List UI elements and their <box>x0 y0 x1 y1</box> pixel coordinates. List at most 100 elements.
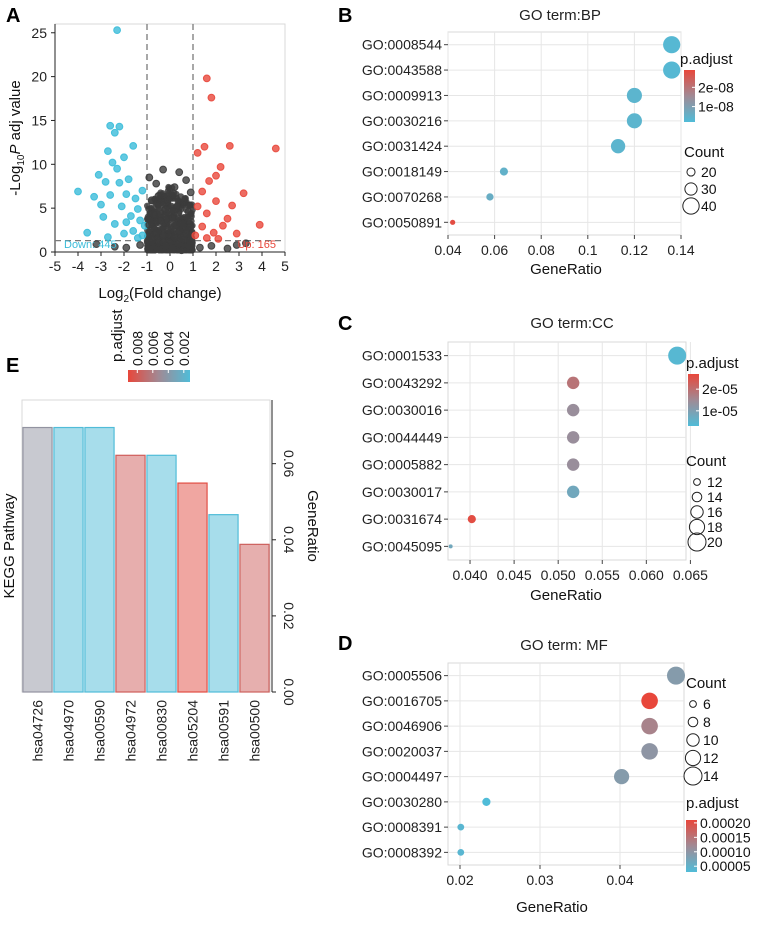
size-legend-circle <box>693 478 701 486</box>
size-legend-circle <box>686 733 700 747</box>
ns-point <box>110 242 119 251</box>
volcano-y-tick-label: 25 <box>31 25 47 41</box>
kegg-category-label: hsa00830 <box>154 700 170 762</box>
go-cc-color-legend-title: p.adjust <box>686 355 739 372</box>
volcano-y-tick-label: 20 <box>31 69 47 85</box>
enrichment-dot <box>667 666 685 685</box>
up-point <box>202 74 211 83</box>
size-legend-circle <box>690 505 704 519</box>
panel-label-a: A <box>6 5 20 27</box>
size-legend-label: 16 <box>707 504 723 520</box>
kegg-color-legend: p.adjust 0.008 0.006 0.004 0.002 <box>109 309 192 382</box>
ns-point <box>232 241 241 249</box>
go-mf-size-legend-title: Count <box>686 675 727 692</box>
up-point <box>191 231 200 240</box>
go-bp-x-label: GeneRatio <box>530 261 602 278</box>
go-term-label: GO:0030280 <box>362 794 442 810</box>
kegg-category-label: hsa04972 <box>123 700 139 762</box>
color-legend-label: 1e-08 <box>698 99 734 115</box>
volcano-x-tick-label: -4 <box>72 258 85 274</box>
go-term-label: GO:0031674 <box>362 511 442 527</box>
down-point <box>94 170 103 179</box>
ns-point <box>175 209 183 217</box>
size-legend-circle <box>684 749 702 767</box>
panel-label-b: B <box>338 5 352 27</box>
color-legend-label: 2e-05 <box>702 381 738 397</box>
x-tick-label: 0.055 <box>585 567 620 583</box>
x-tick-label: 0.1 <box>578 242 598 258</box>
enrichment-dot <box>641 717 658 735</box>
enrichment-dot <box>467 515 476 524</box>
size-legend-label: 20 <box>701 164 717 180</box>
down-point <box>97 200 105 209</box>
go-cc-title: GO term:CC <box>530 315 614 332</box>
x-tick-label: 0.14 <box>667 242 694 258</box>
enrichment-dot <box>641 743 658 760</box>
size-legend-label: 6 <box>703 696 711 712</box>
panel-label-c: C <box>338 313 352 335</box>
volcano-x-tick-label: -2 <box>118 258 131 274</box>
go-term-label: GO:0031424 <box>362 138 442 154</box>
kegg-color-legend-label: 0.008 <box>129 331 145 366</box>
ns-point <box>184 242 193 251</box>
up-count-label: Up: 165 <box>237 239 276 251</box>
up-point <box>271 144 280 153</box>
ns-point <box>170 233 179 241</box>
go-term-label: GO:0016705 <box>362 693 442 709</box>
ns-point <box>175 168 184 177</box>
go-mf-x-label: GeneRatio <box>516 899 588 916</box>
go-bp-panel: B GO term:BP 0.04 0.06 0.08 0.1 0.12 0.14 GO:0… <box>338 5 734 278</box>
go-term-label: GO:0030016 <box>362 402 442 418</box>
size-legend-circle <box>684 182 698 196</box>
panel-label-d: D <box>338 633 352 655</box>
kegg-bar <box>22 426 53 693</box>
go-term-label: GO:0070268 <box>362 189 442 205</box>
enrichment-dot <box>626 113 642 129</box>
kegg-y-tick-label: 0.02 <box>281 602 297 629</box>
kegg-bar <box>239 543 270 693</box>
size-legend-label: 30 <box>701 181 717 197</box>
kegg-color-bar <box>128 370 190 382</box>
go-cc-plot-area <box>447 341 687 561</box>
up-point <box>212 197 220 206</box>
down-point <box>120 153 128 162</box>
down-point <box>83 228 92 237</box>
kegg-category-label: hsa00500 <box>247 700 263 762</box>
ns-point <box>186 188 195 197</box>
ns-point <box>177 246 186 255</box>
up-point <box>255 220 264 229</box>
kegg-category-label: hsa04970 <box>61 700 77 762</box>
down-point <box>108 158 117 167</box>
down-point <box>110 128 119 137</box>
size-legend-circle <box>683 766 703 786</box>
kegg-bar-panel: E p.adjust 0.008 0.006 0.004 0.002 hsa04726… <box>1 309 321 762</box>
x-tick-label: 0.08 <box>528 242 555 258</box>
kegg-y-tick-label: 0.04 <box>281 526 297 553</box>
enrichment-dot <box>641 692 658 710</box>
go-mf-panel: D GO term: MF 0.02 0.03 0.04 GO:0005506 GO:0… <box>338 633 751 916</box>
down-point <box>99 213 108 221</box>
size-legend-label: 12 <box>703 750 719 766</box>
ns-point <box>175 227 184 235</box>
down-point <box>131 194 140 203</box>
x-tick-label: 0.03 <box>526 872 553 888</box>
kegg-color-legend-label: 0.006 <box>145 331 161 366</box>
kegg-bar <box>208 514 239 693</box>
go-bp-color-bar <box>684 70 695 122</box>
go-bp-plot-area <box>447 31 682 236</box>
ns-point <box>150 210 158 219</box>
enrichment-dot <box>663 61 681 79</box>
enrichment-dot <box>566 431 580 444</box>
size-legend-circle <box>688 518 706 536</box>
go-mf-plot-area <box>447 662 685 866</box>
ns-point <box>169 192 176 199</box>
down-point <box>136 216 145 225</box>
enrichment-dot <box>566 376 580 390</box>
volcano-y-tick-label: 0 <box>39 244 47 260</box>
ns-point <box>186 222 195 231</box>
go-term-label: GO:0005882 <box>362 457 442 473</box>
ns-point <box>170 183 179 192</box>
